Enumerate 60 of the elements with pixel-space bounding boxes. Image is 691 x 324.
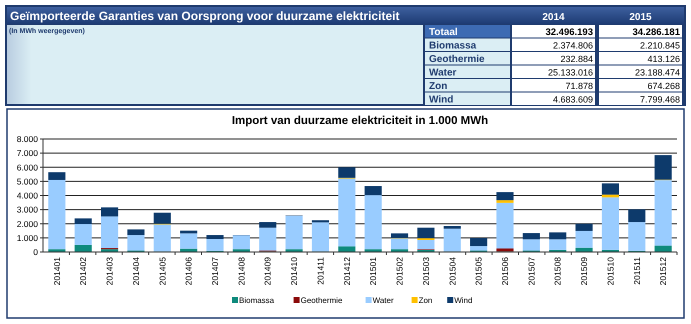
legend-label: Geothermie	[300, 296, 343, 305]
text: 7.799.468	[640, 94, 680, 104]
text: 23.188.474	[634, 68, 680, 78]
category-label: Biomassa	[429, 40, 476, 52]
x-tick-label: 201411	[315, 256, 326, 285]
y-tick-label: 4.000	[16, 190, 38, 200]
x-tick-label: 201509	[579, 256, 590, 286]
x-tick-label: 201512	[658, 256, 668, 286]
x-tick-label: 201401	[52, 256, 62, 286]
legend-label: Biomassa	[239, 296, 275, 305]
x-tick-label: 201404	[130, 256, 141, 286]
text: 2.210.845	[640, 40, 680, 50]
text: 4.683.609	[552, 94, 593, 104]
legend-label: Water	[372, 296, 394, 305]
x-tick-label: 201405	[157, 256, 168, 286]
x-tick-label: 201503	[420, 256, 431, 286]
x-tick-label: 201502	[394, 256, 405, 286]
x-tick-label: 201504	[447, 256, 458, 286]
x-tick-label: 201501	[368, 256, 378, 286]
x-tick-label: 201402	[78, 256, 88, 286]
x-tick-label: 201506	[500, 256, 510, 286]
text: 232.884	[560, 54, 593, 64]
category-label: 2015	[629, 12, 652, 23]
category-label: Zon	[429, 81, 448, 92]
x-tick-label: 201510	[605, 256, 616, 286]
text: 25.133.016	[548, 68, 593, 78]
text: 674.268	[647, 81, 680, 91]
y-tick-label: 5.000	[16, 176, 38, 186]
text: Geïmporteerde Garanties van Oorsprong voor duurzame elektriciteit	[10, 9, 400, 23]
category-label: 2014	[542, 12, 566, 23]
y-tick-label: 7.000	[16, 148, 38, 158]
x-tick-label: 201408	[236, 256, 246, 286]
x-tick-label: 201508	[552, 256, 563, 286]
y-tick-label: 0	[33, 247, 38, 257]
y-tick-label: 1.000	[16, 232, 38, 243]
text: 32.496.193	[545, 27, 593, 38]
text: 413.126	[647, 54, 680, 64]
x-tick-label: 201407	[210, 256, 220, 286]
y-tick-label: 3.000	[16, 204, 38, 215]
category-label: Water	[429, 68, 456, 78]
y-tick-label: 8.000	[16, 134, 38, 144]
category-label: Totaal	[429, 27, 458, 38]
x-tick-label: 201409	[262, 256, 273, 286]
legend-label: Zon	[418, 296, 432, 305]
text: 2.374.806	[552, 40, 593, 50]
y-tick-label: 6.000	[16, 162, 38, 172]
text: 34.286.181	[632, 27, 680, 38]
x-tick-label: 201403	[104, 256, 115, 286]
x-tick-label: 201406	[184, 256, 194, 286]
text: 71.878	[565, 81, 593, 91]
category-label: Wind	[429, 94, 454, 106]
chart-title: Import van duurzame elektriciteit in 1.000 MWh	[232, 115, 488, 127]
x-tick-label: 201507	[526, 256, 536, 286]
x-tick-label: 201511	[632, 256, 642, 285]
legend-label: Wind	[454, 296, 472, 305]
category-label: Geothermie	[429, 54, 485, 65]
x-tick-label: 201410	[289, 256, 300, 286]
x-tick-label: 201505	[474, 256, 484, 286]
y-tick-label: 2.000	[16, 218, 38, 229]
x-tick-label: 201412	[342, 256, 352, 286]
